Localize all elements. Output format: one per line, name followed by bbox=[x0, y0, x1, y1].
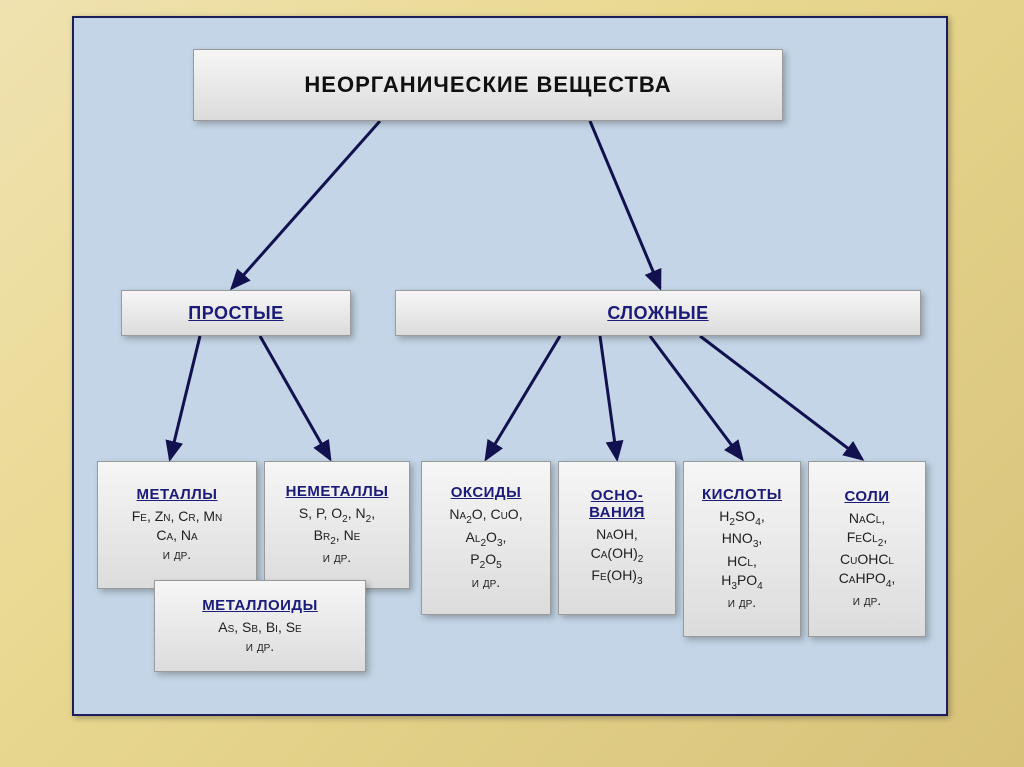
oxides-title: ОКСИДЫ bbox=[451, 484, 522, 501]
node-complex: СЛОЖНЫЕ bbox=[395, 290, 921, 336]
nonmetals-body: S, P, O2, N2,Br2, Neи др. bbox=[299, 504, 375, 568]
node-acids: КИСЛОТЫ H2SO4,HNO3,HCl,H3PO4и др. bbox=[683, 461, 801, 637]
slide-background: НЕОРГАНИЧЕСКИЕ ВЕЩЕСТВА ПРОСТЫЕ СЛОЖНЫЕ … bbox=[0, 0, 1024, 767]
salts-title: СОЛИ bbox=[844, 488, 889, 505]
node-metalloids: МЕТАЛЛОИДЫ As, Sb, Bi, Seи др. bbox=[154, 580, 366, 672]
node-nonmetals: НЕМЕТАЛЛЫ S, P, O2, N2,Br2, Neи др. bbox=[264, 461, 410, 589]
node-root: НЕОРГАНИЧЕСКИЕ ВЕЩЕСТВА bbox=[193, 49, 783, 121]
node-simple: ПРОСТЫЕ bbox=[121, 290, 351, 336]
nonmetals-title: НЕМЕТАЛЛЫ bbox=[286, 483, 389, 500]
node-bases: ОСНО-ВАНИЯ NaOH,Ca(OH)2Fe(OH)3 bbox=[558, 461, 676, 615]
acids-title: КИСЛОТЫ bbox=[702, 486, 782, 503]
node-oxides: ОКСИДЫ Na2O, CuO,Al2O3,P2O5и др. bbox=[421, 461, 551, 615]
acids-body: H2SO4,HNO3,HCl,H3PO4и др. bbox=[719, 507, 764, 612]
metals-body: Fe, Zn, Cr, MnCa, Naи др. bbox=[132, 507, 223, 564]
metals-title: МЕТАЛЛЫ bbox=[137, 486, 218, 503]
oxides-body: Na2O, CuO,Al2O3,P2O5и др. bbox=[449, 505, 522, 591]
complex-title: СЛОЖНЫЕ bbox=[607, 303, 708, 324]
metalloids-title: МЕТАЛЛОИДЫ bbox=[202, 597, 318, 614]
node-metals: МЕТАЛЛЫ Fe, Zn, Cr, MnCa, Naи др. bbox=[97, 461, 257, 589]
metalloids-body: As, Sb, Bi, Seи др. bbox=[218, 618, 301, 656]
bases-title: ОСНО-ВАНИЯ bbox=[589, 487, 645, 521]
root-title: НЕОРГАНИЧЕСКИЕ ВЕЩЕСТВА bbox=[304, 72, 671, 98]
node-salts: СОЛИ NaCl,FeCl2,CuOHClCaHPO4,и др. bbox=[808, 461, 926, 637]
salts-body: NaCl,FeCl2,CuOHClCaHPO4,и др. bbox=[839, 509, 896, 610]
simple-title: ПРОСТЫЕ bbox=[188, 303, 283, 324]
bases-body: NaOH,Ca(OH)2Fe(OH)3 bbox=[591, 525, 644, 589]
